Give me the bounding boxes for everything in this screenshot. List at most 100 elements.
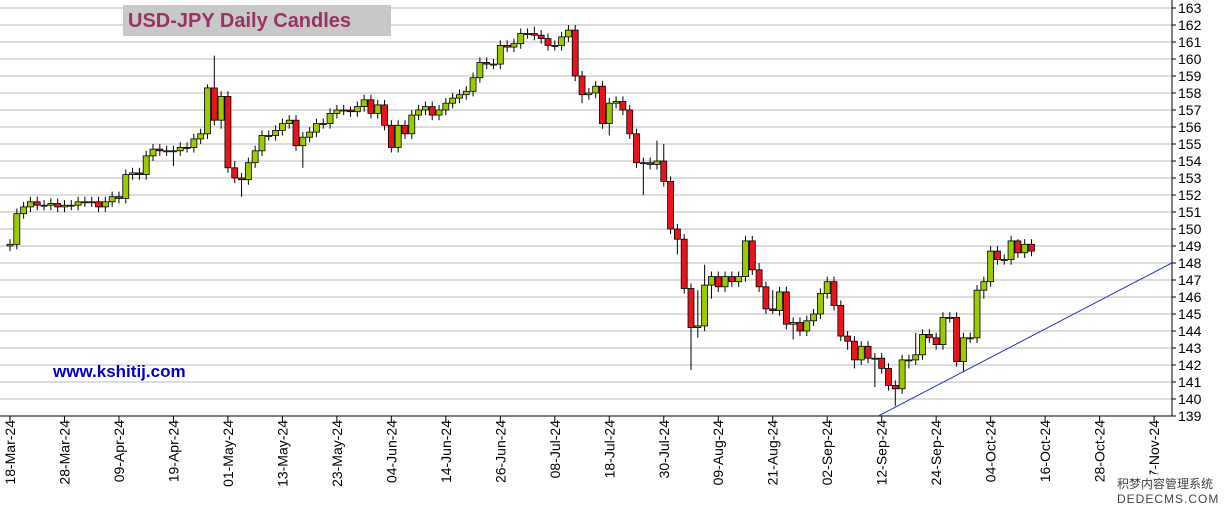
candle-body [462,90,470,96]
candle-body [517,33,525,45]
candle-body [680,238,688,289]
candle-body [442,102,450,111]
candle-body [170,150,177,153]
candle-body [353,106,361,113]
x-tick-label: 12-Sep-24 [874,420,890,486]
candle-body [864,345,872,359]
candle-body [490,63,497,66]
candle-body [748,240,756,271]
candle-body [224,96,232,169]
candle-body [122,174,130,199]
candle-body [953,316,960,362]
candle-body [435,109,443,116]
candle-body [238,177,245,181]
candle-body [714,276,722,288]
candle-body [1028,243,1035,252]
candle-body [673,228,681,240]
candle-body [67,204,75,207]
candle-body [708,276,715,286]
candle-body [667,180,674,230]
candle-body [503,45,511,48]
candle-body [115,196,123,199]
y-tick-label: 163 [1178,0,1202,16]
candle-body [95,201,102,208]
candle-body [571,29,579,77]
candle-body [81,201,89,204]
candle-body [326,113,334,125]
candle-body [857,345,865,361]
candle-body [61,204,68,208]
candle-body [816,293,824,315]
candle-body [742,240,749,277]
candle-body [1021,243,1029,254]
candle-body [837,305,845,337]
x-tick-label: 04-Oct-24 [983,420,999,482]
candle-body [381,104,388,126]
x-tick-label: 21-Aug-24 [765,420,781,486]
candle-body [129,172,136,175]
x-tick-label: 28-Mar-24 [56,420,72,485]
candle-body [20,206,28,215]
x-tick-label: 02-Sep-24 [819,420,835,486]
x-tick-label: 14-Jun-24 [438,420,454,483]
y-tick-label: 153 [1178,170,1202,186]
candle-body [278,123,286,131]
candle-body [980,281,988,291]
candle-body [721,276,729,288]
candle-body [966,337,974,340]
candle-body [633,133,640,164]
y-tick-label: 144 [1178,323,1202,339]
candle-body [108,196,116,203]
candle-body [244,162,252,181]
x-tick-label: 09-Aug-24 [710,420,726,486]
candle-body [483,62,491,65]
candle-body [74,201,82,206]
y-tick-label: 145 [1178,306,1202,322]
candle-body [469,77,477,92]
candle-body [33,201,41,206]
candle-body [47,203,55,206]
candle-body [823,281,831,295]
candle-body [585,92,593,96]
x-tick-label: 16-Oct-24 [1037,420,1053,482]
candle-body [374,104,382,114]
candle-body [1000,259,1008,262]
watermark: DEDECMS.COM [1117,492,1219,506]
candle-body [183,146,191,149]
y-tick-label: 142 [1178,357,1202,373]
candle-body [422,106,429,111]
candle-body [871,357,879,360]
y-tick-label: 155 [1178,136,1202,152]
candle-body [101,201,109,208]
candle-body [217,96,225,121]
candle-body [340,109,348,112]
candle-body [701,284,709,327]
annotation: www.kshitij.com [52,362,186,381]
watermark: 积梦内容管理系统 [1117,476,1213,491]
candle-body [272,129,279,136]
candle-body [394,124,402,148]
candle-body [306,131,314,138]
candle-body [251,150,259,164]
candle-body [844,335,852,342]
candle-body [810,313,817,322]
candle-body [782,291,790,325]
candle-body [27,201,34,208]
candle-body [878,357,886,369]
candle-body [319,123,327,125]
candle-body [524,33,531,35]
candle-body [898,359,906,390]
watermark-box [1110,474,1225,511]
candle-body [946,316,954,319]
candle-body [6,243,14,247]
candle-body [830,281,838,306]
x-tick-label: 26-Jun-24 [492,420,508,483]
candle-body [285,119,293,124]
chart-title: USD-JPY Daily Candles [128,10,351,32]
candle-body [360,99,368,108]
candle-body [163,150,171,153]
x-tick-label: 01-May-24 [220,420,236,487]
candle-body [387,124,395,148]
candle-body [401,124,409,135]
